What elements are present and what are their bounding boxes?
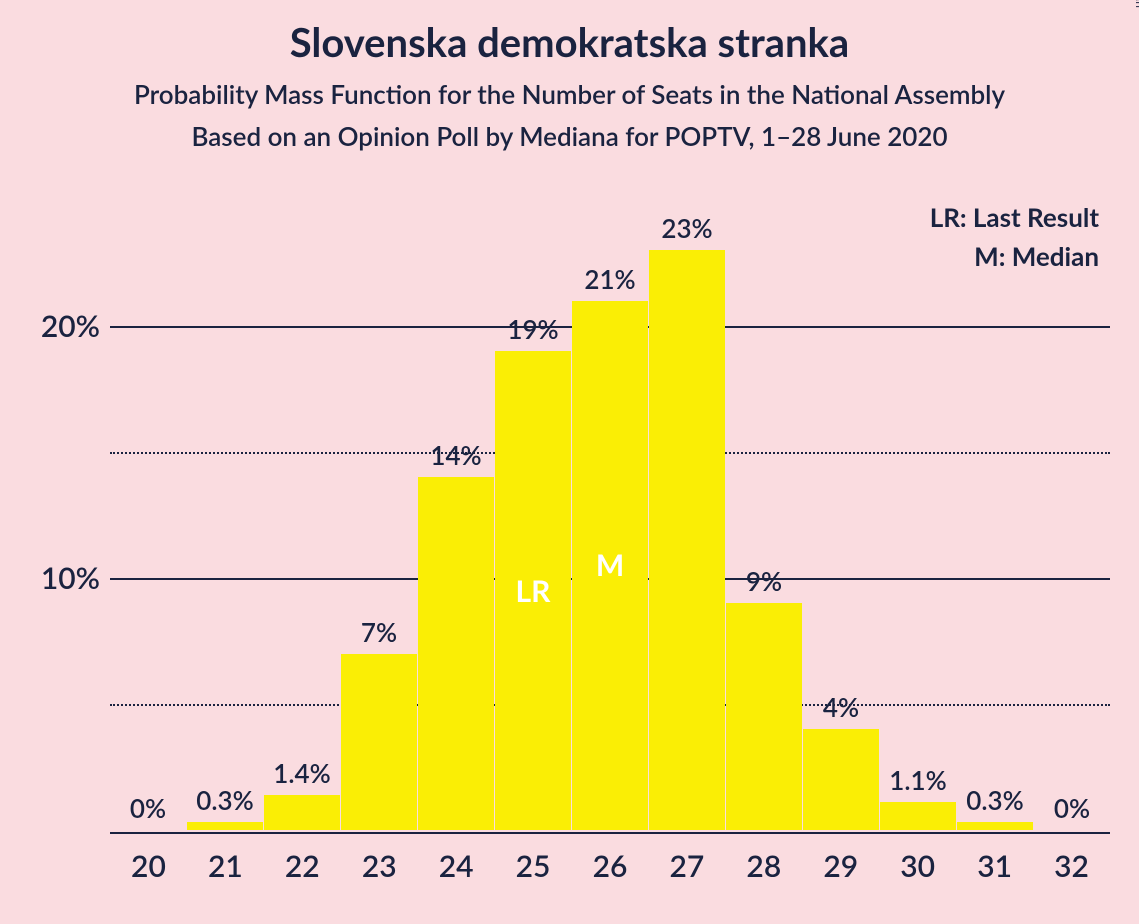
chart-title: Slovenska demokratska stranka xyxy=(0,0,1139,66)
bar-value-label: 0% xyxy=(130,792,166,824)
x-axis-label: 32 xyxy=(1033,848,1110,884)
bar xyxy=(418,477,494,830)
bar-value-label: 9% xyxy=(746,565,782,597)
plot-area: 10%20%0%0.3%1.4%7%14%LR19%M21%23%9%4%1.1… xyxy=(110,200,1110,830)
bar-slot: 7% xyxy=(341,200,417,830)
y-axis-label: 10% xyxy=(41,560,100,596)
bar-value-label: 14% xyxy=(430,439,481,471)
bar-slot: 0% xyxy=(110,200,186,830)
bar-slot: 0.3% xyxy=(187,200,263,830)
x-axis-label: 30 xyxy=(879,848,956,884)
bar-slot: 0.3% xyxy=(957,200,1033,830)
bar xyxy=(264,795,340,830)
x-axis-label: 31 xyxy=(956,848,1033,884)
bar xyxy=(726,603,802,830)
chart-subtitle-1: Probability Mass Function for the Number… xyxy=(0,78,1139,110)
bar-slot: 1.1% xyxy=(880,200,956,830)
bar-value-label: 0.3% xyxy=(196,784,253,816)
bar-slot: 9% xyxy=(726,200,802,830)
bar-slot: 23% xyxy=(649,200,725,830)
bar-value-label: 19% xyxy=(507,313,558,345)
x-axis-label: 23 xyxy=(341,848,418,884)
bar-value-label: 4% xyxy=(823,691,859,723)
bar xyxy=(957,822,1033,830)
bar-slot: 1.4% xyxy=(264,200,340,830)
bar-slot: LR 19% xyxy=(495,200,571,830)
bar-slot: M 21% xyxy=(572,200,648,830)
chart-subtitle-2: Based on an Opinion Poll by Mediana for … xyxy=(0,120,1139,152)
bar xyxy=(187,822,263,830)
x-axis-label: 29 xyxy=(802,848,879,884)
bars-container: 0% 0.3% 1.4% 7% 14% LR 19% M 21% 23% 9% 4% 1.1% 0.3% 0… xyxy=(110,200,1110,830)
bar-slot: 14% xyxy=(418,200,494,830)
x-axis-label: 22 xyxy=(264,848,341,884)
bar-value-label: 0% xyxy=(1054,792,1090,824)
bar xyxy=(880,802,956,830)
x-axis-label: 26 xyxy=(572,848,649,884)
bar xyxy=(649,250,725,830)
x-axis-label: 24 xyxy=(418,848,495,884)
bar-value-label: 21% xyxy=(584,263,635,295)
bar-slot: 0% xyxy=(1034,200,1110,830)
bar-marker: M xyxy=(596,547,624,583)
bar xyxy=(803,729,879,830)
bar-marker: LR xyxy=(516,573,551,609)
bar-value-label: 7% xyxy=(361,616,397,648)
bar-value-label: 1.4% xyxy=(273,757,330,789)
x-axis-label: 21 xyxy=(187,848,264,884)
x-axis-label: 28 xyxy=(725,848,802,884)
x-axis-labels: 20212223242526272829303132 xyxy=(110,848,1110,884)
bar: LR xyxy=(495,351,571,830)
bar: M xyxy=(572,301,648,830)
x-axis xyxy=(110,832,1110,834)
x-axis-label: 20 xyxy=(110,848,187,884)
bar-value-label: 0.3% xyxy=(966,784,1023,816)
bar-value-label: 23% xyxy=(661,212,712,244)
x-axis-label: 27 xyxy=(648,848,725,884)
bar xyxy=(341,654,417,830)
copyright-text: © 2020 Filip van Laenen xyxy=(1133,0,1139,8)
y-axis-label: 20% xyxy=(41,308,100,344)
x-axis-label: 25 xyxy=(495,848,572,884)
bar-slot: 4% xyxy=(803,200,879,830)
bar-value-label: 1.1% xyxy=(889,764,946,796)
